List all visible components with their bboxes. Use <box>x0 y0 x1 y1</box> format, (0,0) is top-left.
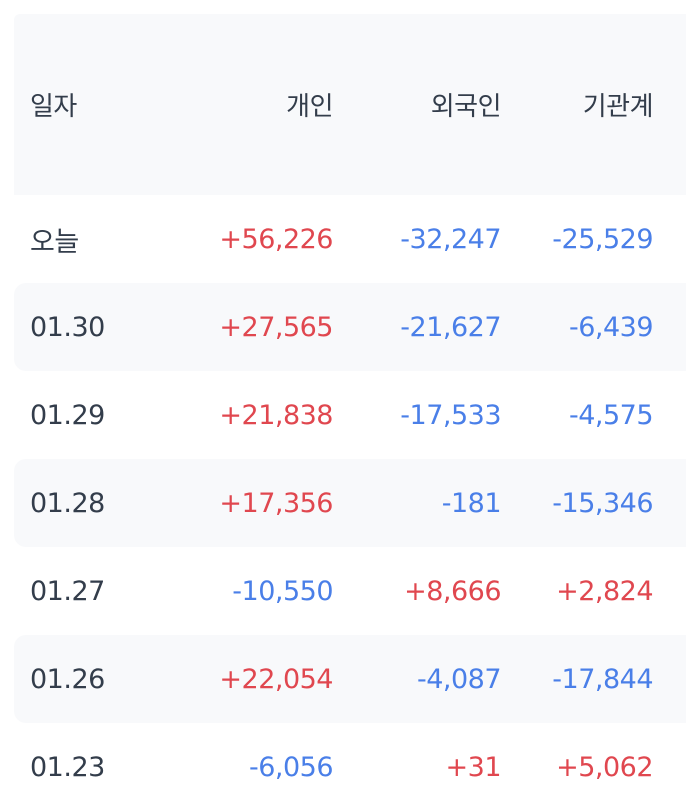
header-foreign[interactable]: 외국인 <box>430 92 502 122</box>
individual-cell: +27,565 <box>219 311 333 343</box>
individual-cell: +17,356 <box>219 487 333 519</box>
date-cell: 01.23 <box>30 751 105 783</box>
table-row[interactable]: 오늘 +56,226 -32,247 -25,529 <box>14 195 686 283</box>
individual-cell: -6,056 <box>248 751 334 783</box>
date-cell: 01.30 <box>30 311 105 343</box>
institution-cell: -15,346 <box>552 487 653 519</box>
foreign-cell: +8,666 <box>404 575 501 607</box>
individual-cell: +56,226 <box>219 223 333 255</box>
table-row[interactable]: 01.27 -10,550 +8,666 +2,824 <box>14 547 686 635</box>
table-header: 일자 개인 외국인 기관계 <box>14 14 686 195</box>
foreign-cell: -181 <box>441 487 502 519</box>
header-institution[interactable]: 기관계 <box>582 92 654 122</box>
table-row[interactable]: 01.30 +27,565 -21,627 -6,439 <box>14 283 686 371</box>
institution-cell: -25,529 <box>552 223 653 255</box>
date-cell: 01.29 <box>30 399 105 431</box>
date-cell: 01.27 <box>30 575 105 607</box>
institution-cell: +5,062 <box>556 751 653 783</box>
date-cell: 01.28 <box>30 487 105 519</box>
individual-cell: +22,054 <box>219 663 333 695</box>
institution-cell: +2,824 <box>556 575 653 607</box>
foreign-cell: -4,087 <box>416 663 502 695</box>
table-row[interactable]: 01.28 +17,356 -181 -15,346 <box>14 459 686 547</box>
foreign-cell: -32,247 <box>400 223 501 255</box>
institution-cell: -4,575 <box>568 399 654 431</box>
date-cell: 오늘 <box>30 226 79 258</box>
individual-cell: +21,838 <box>219 399 333 431</box>
foreign-cell: +31 <box>445 751 502 783</box>
table-row[interactable]: 01.29 +21,838 -17,533 -4,575 <box>14 371 686 459</box>
institution-cell: -17,844 <box>552 663 653 695</box>
individual-cell: -10,550 <box>232 575 333 607</box>
institution-cell: -6,439 <box>568 311 654 343</box>
table-row[interactable]: 01.26 +22,054 -4,087 -17,844 <box>14 635 686 723</box>
investor-trading-table: 일자 개인 외국인 기관계 오늘 +56,226 -32,247 -25,529 01.… <box>14 14 686 811</box>
table-row[interactable]: 01.23 -6,056 +31 +5,062 <box>14 723 686 811</box>
header-individual[interactable]: 개인 <box>286 92 333 122</box>
date-cell: 01.26 <box>30 663 105 695</box>
foreign-cell: -21,627 <box>400 311 501 343</box>
header-date[interactable]: 일자 <box>30 92 77 122</box>
foreign-cell: -17,533 <box>400 399 501 431</box>
